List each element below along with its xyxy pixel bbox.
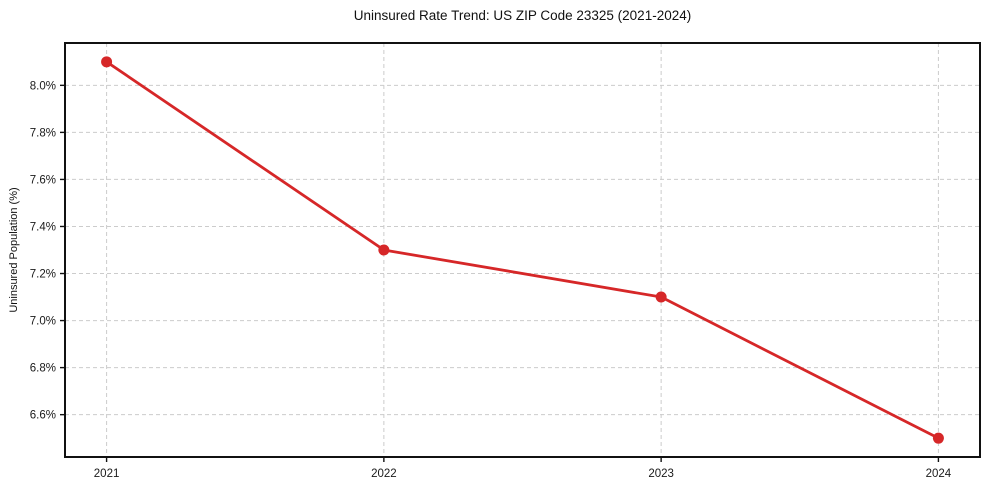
data-line: [105, 60, 940, 440]
data-point: [655, 291, 667, 303]
y-tick-label: 6.8%: [30, 363, 56, 375]
x-tick-label: 2023: [648, 468, 674, 480]
y-tick-label: 7.2%: [30, 269, 56, 281]
plot-border: [64, 42, 981, 458]
y-tick-label: 8.0%: [30, 80, 56, 92]
x-tick-label: 2024: [926, 468, 952, 480]
y-tick-label: 7.0%: [30, 316, 56, 328]
x-tick-label: 2021: [94, 468, 120, 480]
y-tick-label: 7.6%: [30, 174, 56, 186]
y-tick-label: 7.8%: [30, 127, 56, 139]
data-point: [378, 244, 390, 256]
data-point: [101, 56, 113, 68]
x-tick-label: 2022: [371, 468, 397, 480]
data-point: [932, 432, 944, 444]
y-tick-label: 7.4%: [30, 221, 56, 233]
y-tick-label: 6.6%: [30, 410, 56, 422]
chart-title: Uninsured Rate Trend: US ZIP Code 23325 …: [353, 8, 692, 23]
